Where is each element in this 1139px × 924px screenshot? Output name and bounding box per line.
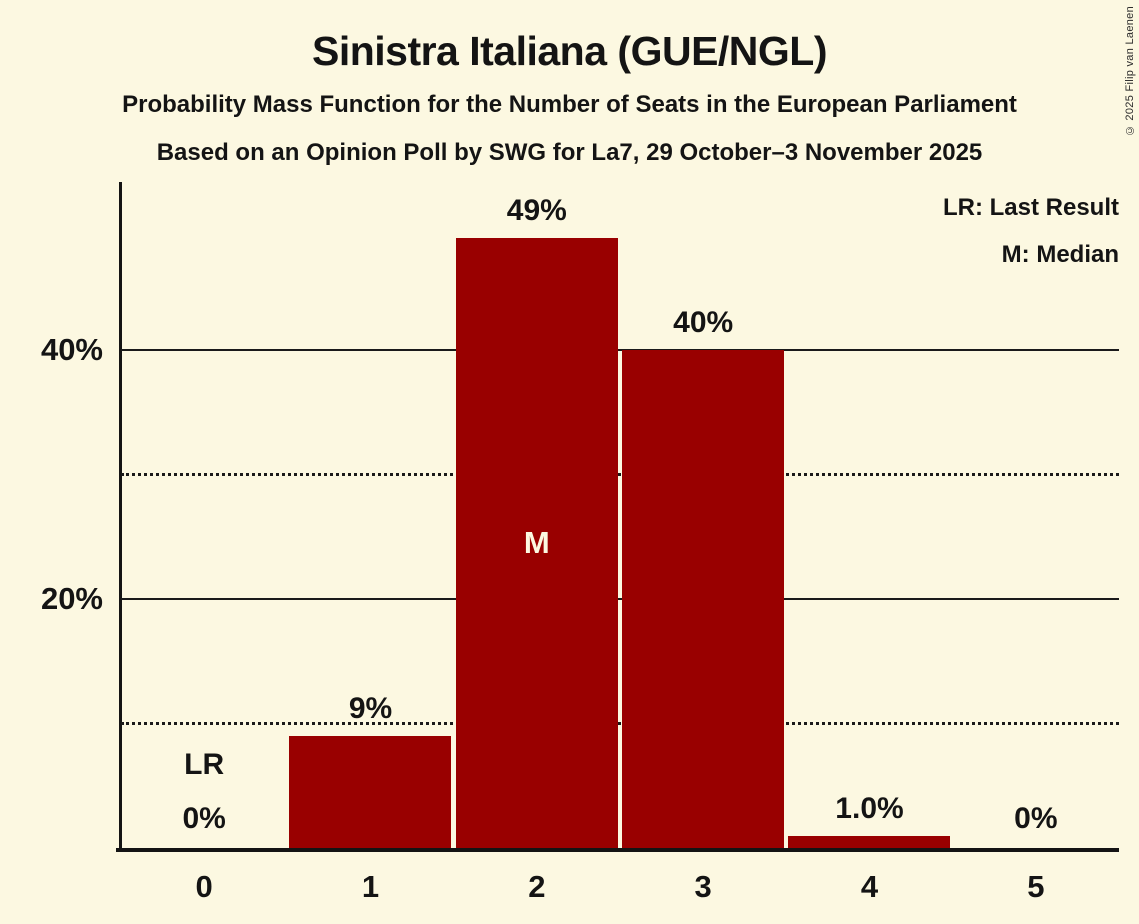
gridline-30pct bbox=[121, 472, 1119, 476]
bar-value-label-1: 9% bbox=[348, 691, 393, 725]
median-label: M bbox=[523, 525, 550, 561]
legend-last-result: LR: Last Result bbox=[942, 194, 1119, 221]
x-tick-label-5: 5 bbox=[1027, 869, 1045, 904]
x-tick-label-0: 0 bbox=[195, 869, 213, 904]
x-tick-label-3: 3 bbox=[694, 869, 712, 904]
bar-value-label-3: 40% bbox=[673, 306, 734, 340]
legend: LR: Last Result M: Median bbox=[943, 184, 1119, 278]
gridline-20pct bbox=[121, 598, 1119, 601]
bar-value-label-4: 1.0% bbox=[835, 791, 904, 825]
legend-median: M: Median bbox=[1001, 241, 1119, 268]
y-tick-label-40: 40% bbox=[40, 332, 103, 368]
bar-value-label-2: 49% bbox=[506, 194, 567, 228]
copyright-notice: © 2025 Filip van Laenen bbox=[1124, 6, 1136, 137]
last-result-label: LR bbox=[184, 748, 225, 781]
gridline-10pct bbox=[121, 721, 1119, 725]
bar-value-label-5: 0% bbox=[1014, 802, 1058, 835]
x-tick-label-1: 1 bbox=[361, 869, 380, 904]
plot-area: 20% 40% 0 1 2 3 4 5 0% 9% 49% 40% 1.0% 0% LR M bbox=[41, 182, 1119, 904]
bar-seats-4 bbox=[788, 835, 951, 848]
gridline-40pct bbox=[121, 349, 1119, 352]
y-tick-label-20: 20% bbox=[40, 581, 103, 617]
y-axis-line bbox=[119, 182, 122, 850]
chart-subtitle: Probability Mass Function for the Number… bbox=[122, 91, 1017, 118]
bar-value-label-0: 0% bbox=[182, 802, 226, 835]
x-tick-label-2: 2 bbox=[528, 869, 546, 904]
bar-seats-3 bbox=[622, 350, 785, 848]
chart-title: Sinistra Italiana (GUE/NGL) bbox=[311, 28, 828, 74]
x-axis-line bbox=[116, 848, 1119, 852]
bar-seats-2 bbox=[455, 238, 618, 848]
bar-seats-1 bbox=[289, 735, 452, 848]
x-tick-label-4: 4 bbox=[860, 869, 879, 904]
chart-source-line: Based on an Opinion Poll by SWG for La7,… bbox=[156, 139, 983, 166]
